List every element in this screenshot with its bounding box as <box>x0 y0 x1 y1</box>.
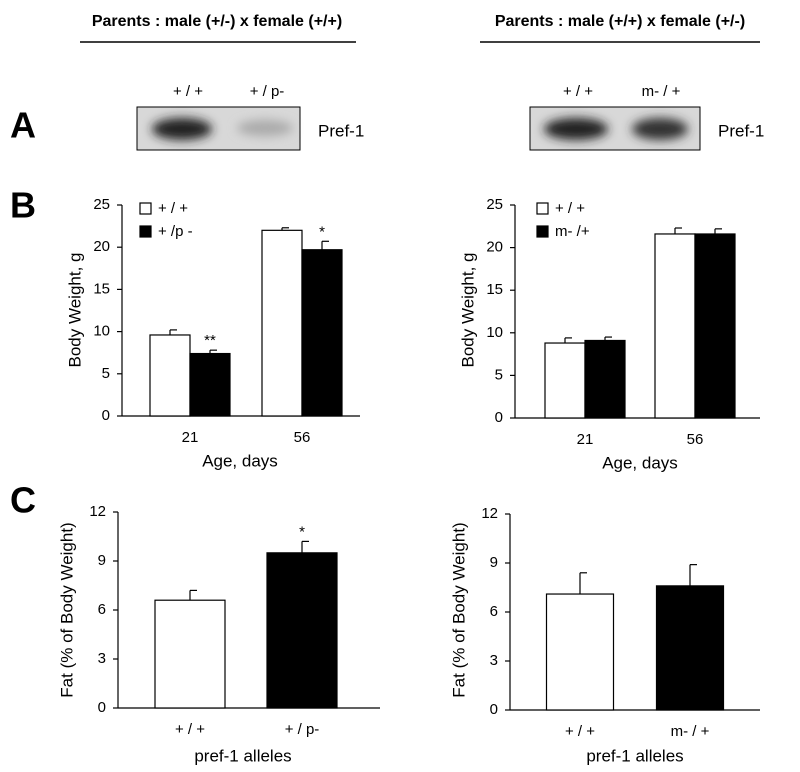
y-tick-label: 0 <box>490 701 498 718</box>
header: Parents : male (+/-) x female (+/+) <box>92 13 342 30</box>
y-tick-label: 12 <box>481 505 498 522</box>
header: Parents : male (+/+) x female (+/-) <box>495 13 745 30</box>
y-tick-label: 9 <box>490 554 498 571</box>
bar <box>261 229 303 417</box>
bar <box>544 342 586 419</box>
y-tick-label: 15 <box>93 280 110 297</box>
y-axis-label: Body Weight, g <box>65 253 84 368</box>
blot <box>136 106 301 151</box>
significance: * <box>299 523 305 540</box>
x-tick-label: m- / + <box>671 723 710 740</box>
blot-label: Pref-1 <box>718 121 764 140</box>
bar <box>584 339 626 419</box>
x-axis-label: pref-1 alleles <box>194 746 291 765</box>
lane-label: + / p- <box>250 83 285 100</box>
y-tick-label: 0 <box>495 409 503 426</box>
y-tick-label: 25 <box>486 196 503 213</box>
x-tick-label: 56 <box>687 431 704 448</box>
lane-label: + / + <box>563 83 593 100</box>
x-tick-label: 56 <box>294 429 311 446</box>
x-tick-label: 21 <box>577 431 594 448</box>
y-tick-label: 20 <box>486 239 503 256</box>
legend-label: + / + <box>555 200 585 217</box>
bar <box>694 233 736 419</box>
y-axis-label: Body Weight, g <box>458 253 477 368</box>
x-axis-label: Age, days <box>202 451 278 470</box>
y-tick-label: 3 <box>98 650 106 667</box>
y-tick-label: 10 <box>486 324 503 341</box>
y-tick-label: 12 <box>89 503 106 520</box>
panel-letter: B <box>10 185 36 226</box>
bar <box>655 585 725 711</box>
x-tick-label: + / + <box>565 723 595 740</box>
y-tick-label: 9 <box>98 552 106 569</box>
y-tick-label: 15 <box>486 281 503 298</box>
x-tick-label: 21 <box>182 429 199 446</box>
legend-label: + / + <box>158 200 188 217</box>
legend-swatch <box>536 225 549 238</box>
significance: ** <box>204 332 216 349</box>
y-tick-label: 10 <box>93 323 110 340</box>
x-tick-label: + / p- <box>285 721 320 738</box>
y-tick-label: 3 <box>490 652 498 669</box>
bar <box>266 552 338 709</box>
legend-swatch <box>536 202 549 215</box>
legend-label: + /p - <box>158 223 193 240</box>
legend-swatch <box>139 225 152 238</box>
blot <box>529 106 701 151</box>
bar <box>654 233 696 419</box>
y-tick-label: 6 <box>98 601 106 618</box>
x-axis-label: pref-1 alleles <box>586 746 683 765</box>
y-tick-label: 25 <box>93 196 110 213</box>
legend-label: m- /+ <box>555 223 590 240</box>
significance: * <box>319 223 325 240</box>
bar <box>301 249 343 417</box>
y-tick-label: 0 <box>102 407 110 424</box>
bar <box>545 593 615 711</box>
lane-label: + / + <box>173 83 203 100</box>
panel-letter: A <box>10 105 36 146</box>
y-tick-label: 20 <box>93 238 110 255</box>
y-tick-label: 5 <box>102 365 110 382</box>
blot-label: Pref-1 <box>318 121 364 140</box>
y-tick-label: 6 <box>490 603 498 620</box>
lane-label: m- / + <box>642 83 681 100</box>
legend-swatch <box>139 202 152 215</box>
y-axis-label: Fat (% of Body Weight) <box>57 522 76 697</box>
panel-letter: C <box>10 480 36 521</box>
bar <box>189 352 231 417</box>
x-tick-label: + / + <box>175 721 205 738</box>
x-axis-label: Age, days <box>602 453 678 472</box>
bar <box>149 334 191 417</box>
y-axis-label: Fat (% of Body Weight) <box>449 522 468 697</box>
y-tick-label: 0 <box>98 699 106 716</box>
y-tick-label: 5 <box>495 366 503 383</box>
bar <box>154 599 226 709</box>
